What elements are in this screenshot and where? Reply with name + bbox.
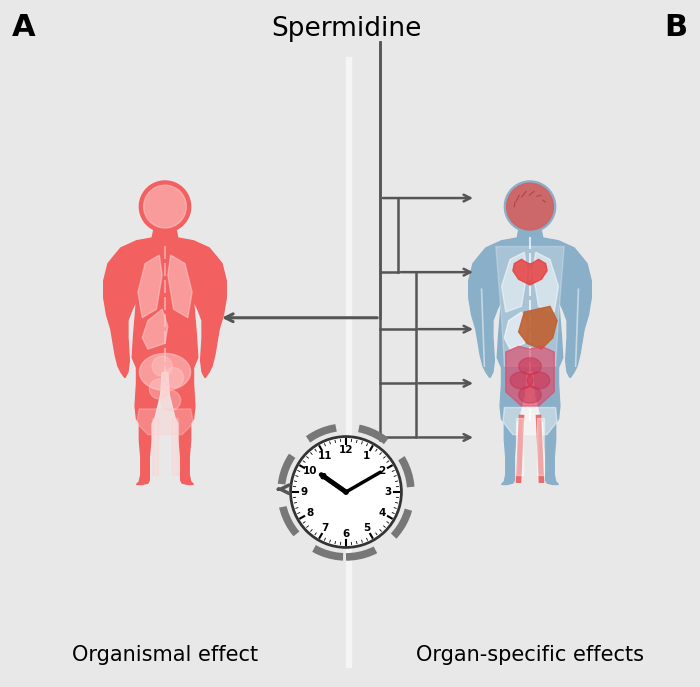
Circle shape [290, 436, 402, 548]
Circle shape [161, 390, 181, 410]
Polygon shape [519, 306, 557, 349]
Text: 3: 3 [384, 487, 391, 497]
Text: 9: 9 [300, 487, 308, 497]
Circle shape [293, 439, 400, 545]
Text: Organismal effect: Organismal effect [72, 645, 258, 665]
Polygon shape [527, 372, 550, 389]
Text: A: A [12, 12, 36, 41]
Circle shape [344, 490, 348, 494]
Polygon shape [136, 409, 193, 435]
Polygon shape [104, 231, 226, 484]
Circle shape [144, 185, 186, 228]
Polygon shape [516, 418, 523, 475]
Polygon shape [172, 418, 178, 475]
Polygon shape [152, 418, 158, 475]
Polygon shape [533, 252, 559, 312]
Text: 6: 6 [342, 529, 349, 539]
Polygon shape [510, 372, 533, 389]
Text: Organ-specific effects: Organ-specific effects [416, 645, 644, 665]
Text: 5: 5 [363, 523, 370, 533]
Polygon shape [505, 312, 527, 349]
Polygon shape [519, 358, 541, 374]
Polygon shape [503, 407, 557, 435]
Polygon shape [519, 386, 541, 403]
Text: B: B [664, 12, 687, 41]
Circle shape [507, 183, 554, 230]
Circle shape [164, 368, 183, 387]
Text: 2: 2 [379, 466, 386, 476]
Text: 7: 7 [321, 523, 329, 533]
Polygon shape [142, 309, 168, 349]
Circle shape [152, 357, 172, 376]
Text: 11: 11 [318, 451, 332, 461]
Polygon shape [469, 231, 592, 484]
Polygon shape [139, 181, 190, 232]
Polygon shape [513, 259, 547, 285]
Text: 12: 12 [339, 445, 354, 455]
Polygon shape [139, 353, 190, 390]
Polygon shape [496, 247, 564, 366]
Text: 1: 1 [363, 451, 370, 461]
Text: Spermidine: Spermidine [271, 16, 421, 42]
Text: 10: 10 [302, 466, 317, 476]
Polygon shape [505, 181, 556, 232]
Polygon shape [501, 252, 527, 312]
Polygon shape [138, 255, 162, 318]
Polygon shape [506, 346, 554, 406]
Polygon shape [537, 418, 545, 475]
Text: 4: 4 [379, 508, 386, 518]
Polygon shape [168, 255, 192, 318]
Bar [346, 57, 351, 667]
Circle shape [149, 379, 169, 399]
Text: 8: 8 [306, 508, 314, 518]
